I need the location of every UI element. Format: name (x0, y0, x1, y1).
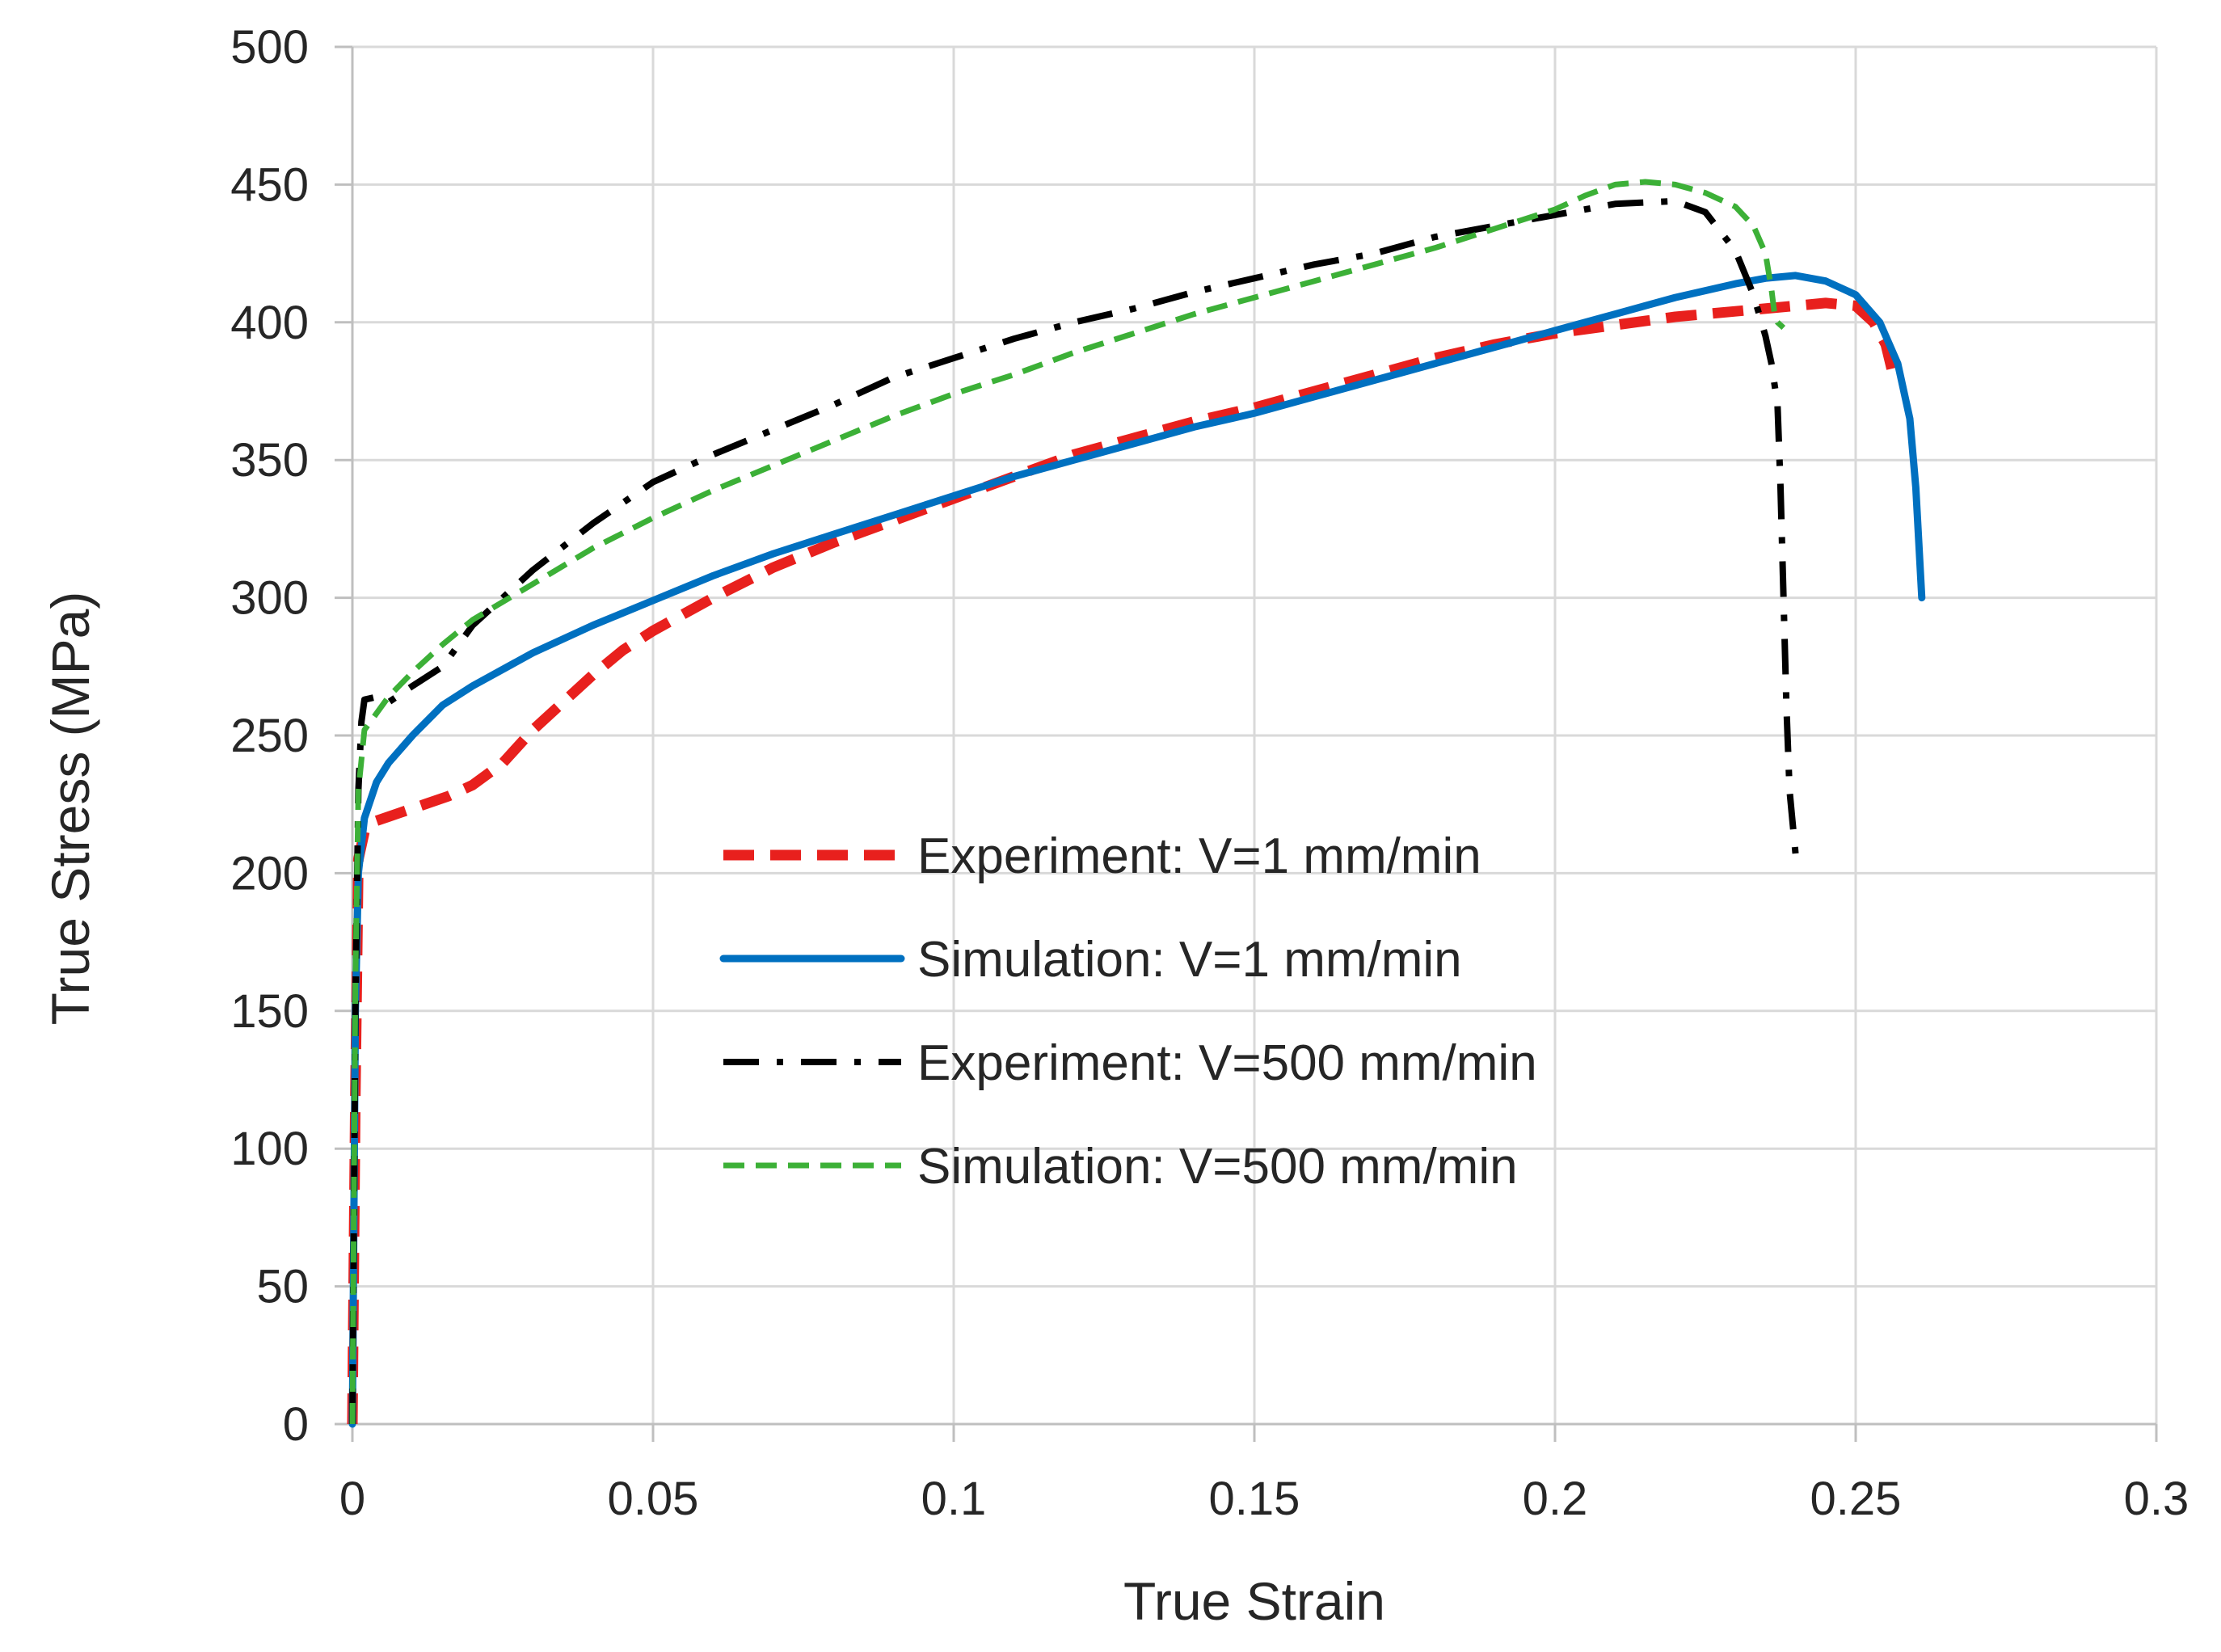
x-axis-title: True Strain (1123, 1571, 1385, 1631)
x-tick-label: 0.15 (1209, 1473, 1300, 1525)
legend-label-3: Experiment: V=500 mm/min (917, 1035, 1537, 1091)
y-tick-label: 0 (283, 1398, 309, 1451)
y-tick-label: 200 (230, 847, 309, 900)
y-tick-label: 500 (230, 21, 309, 74)
legend: Experiment: V=1 mm/min Simulation: V=1 mm… (719, 828, 1537, 1195)
series-line-2 (348, 272, 1926, 1428)
y-tick-label: 250 (230, 710, 309, 762)
grid-lines (352, 45, 2158, 1424)
series-line-3 (349, 197, 1799, 1425)
axes (335, 45, 2158, 1442)
x-tick-label: 0 (339, 1473, 365, 1525)
y-tick-label: 400 (230, 297, 309, 349)
x-tick-label: 0.2 (1523, 1473, 1588, 1525)
legend-label-4: Simulation: V=500 mm/min (917, 1139, 1518, 1195)
legend-label-1: Experiment: V=1 mm/min (917, 828, 1481, 884)
x-tick-label: 0.25 (1810, 1473, 1902, 1525)
x-tick-label: 0.3 (2124, 1473, 2189, 1525)
x-tick-label: 0.05 (608, 1473, 699, 1525)
y-tick-labels: 0 50 100 150 200 250 300 350 400 450 500 (230, 21, 309, 1451)
y-tick-label: 100 (230, 1123, 309, 1175)
y-tick-label: 150 (230, 985, 309, 1038)
y-tick-label: 50 (256, 1261, 309, 1313)
data-series (347, 179, 1926, 1428)
y-tick-label: 450 (230, 158, 309, 211)
y-tick-label: 350 (230, 434, 309, 487)
x-tick-labels: 0 0.05 0.1 0.15 0.2 0.25 0.3 (339, 1473, 2189, 1525)
legend-label-2: Simulation: V=1 mm/min (917, 932, 1462, 988)
y-tick-label: 300 (230, 572, 309, 625)
x-tick-label: 0.1 (921, 1473, 987, 1525)
y-axis-title: True Stress (MPa) (40, 592, 100, 1026)
series-line-4 (349, 179, 1786, 1425)
